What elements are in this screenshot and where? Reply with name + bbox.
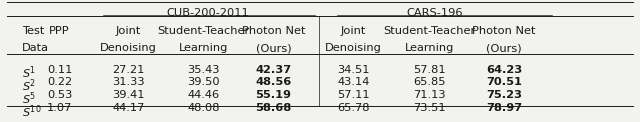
Text: $\mathit{S}^{1}$: $\mathit{S}^{1}$ (22, 65, 36, 81)
Text: 70.51: 70.51 (486, 77, 522, 87)
Text: Student-Teacher: Student-Teacher (157, 26, 250, 36)
Text: CARS-196: CARS-196 (406, 8, 463, 18)
Text: 39.50: 39.50 (188, 77, 220, 87)
Text: Denoising: Denoising (324, 43, 381, 53)
Text: $\mathit{S}^{10}$: $\mathit{S}^{10}$ (22, 103, 42, 120)
Text: $\mathit{S}^{5}$: $\mathit{S}^{5}$ (22, 90, 36, 107)
Text: 65.85: 65.85 (413, 77, 446, 87)
Text: CUB-200-2011: CUB-200-2011 (166, 8, 249, 18)
Text: 44.17: 44.17 (112, 103, 145, 113)
Text: 43.14: 43.14 (337, 77, 369, 87)
Text: Joint: Joint (116, 26, 141, 36)
Text: Learning: Learning (405, 43, 454, 53)
Text: (Ours): (Ours) (486, 43, 522, 53)
Text: Data: Data (22, 43, 49, 53)
Text: (Ours): (Ours) (255, 43, 291, 53)
Text: PPP: PPP (49, 26, 70, 36)
Text: 0.53: 0.53 (47, 90, 72, 100)
Text: 57.11: 57.11 (337, 90, 369, 100)
Text: 48.56: 48.56 (255, 77, 291, 87)
Text: Photon Net: Photon Net (472, 26, 536, 36)
Text: 0.22: 0.22 (47, 77, 72, 87)
Text: 73.51: 73.51 (413, 103, 446, 113)
Text: 55.19: 55.19 (255, 90, 291, 100)
Text: 48.08: 48.08 (188, 103, 220, 113)
Text: 65.78: 65.78 (337, 103, 369, 113)
Text: 27.21: 27.21 (112, 65, 145, 75)
Text: Student-Teacher: Student-Teacher (384, 26, 476, 36)
Text: Photon Net: Photon Net (242, 26, 305, 36)
Text: 78.97: 78.97 (486, 103, 522, 113)
Text: 44.46: 44.46 (188, 90, 220, 100)
Text: 35.43: 35.43 (188, 65, 220, 75)
Text: 58.68: 58.68 (255, 103, 291, 113)
Text: 1.07: 1.07 (47, 103, 72, 113)
Text: 31.33: 31.33 (112, 77, 145, 87)
Text: 64.23: 64.23 (486, 65, 522, 75)
Text: Learning: Learning (179, 43, 228, 53)
Text: 0.11: 0.11 (47, 65, 72, 75)
Text: 42.37: 42.37 (255, 65, 291, 75)
Text: 34.51: 34.51 (337, 65, 369, 75)
Text: $\mathit{S}^{2}$: $\mathit{S}^{2}$ (22, 77, 36, 94)
Text: 71.13: 71.13 (413, 90, 446, 100)
Text: Test: Test (22, 26, 44, 36)
Text: Denoising: Denoising (100, 43, 157, 53)
Text: Joint: Joint (340, 26, 366, 36)
Text: 75.23: 75.23 (486, 90, 522, 100)
Text: 57.81: 57.81 (413, 65, 446, 75)
Text: 39.41: 39.41 (112, 90, 145, 100)
